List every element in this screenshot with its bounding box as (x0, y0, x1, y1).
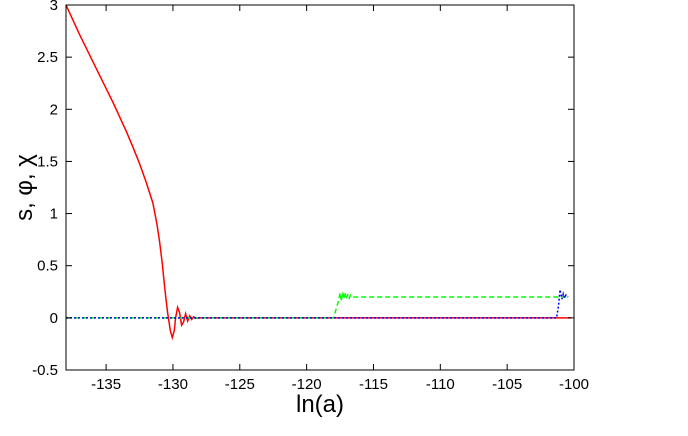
ticks-layer: -135 -130 -125 -120 -115 -110 -105 -100 -0.5 0 0.5… (32, 0, 589, 393)
y-tick-label: 2 (50, 101, 58, 118)
x-tick-label: -125 (225, 376, 255, 393)
y-tick-label: 0.5 (37, 258, 58, 275)
x-tick-label: -120 (292, 376, 322, 393)
series-line-2 (66, 291, 568, 319)
x-tick-label: -115 (359, 376, 388, 393)
x-tick-label: -130 (158, 376, 188, 393)
x-tick-label: -135 (91, 376, 121, 393)
plot-frame (65, 4, 575, 371)
y-tick-label: -0.5 (32, 362, 58, 379)
y-tick-label: 1 (50, 206, 58, 223)
x-tick-label: -105 (492, 376, 522, 393)
x-tick-label: -100 (559, 376, 589, 393)
y-tick-label: 2.5 (37, 49, 58, 66)
series-line-3 (66, 289, 569, 319)
series-line-1 (66, 5, 572, 341)
x-tick-label: -110 (426, 376, 455, 393)
y-tick-label: 3 (50, 0, 58, 14)
y-tick-label: 0 (50, 310, 58, 327)
x-axis-title: ln(a) (296, 391, 344, 418)
y-tick-label: 1.5 (37, 153, 58, 170)
series-layer (66, 5, 572, 341)
y-axis-title: s, φ, χ (11, 154, 38, 221)
